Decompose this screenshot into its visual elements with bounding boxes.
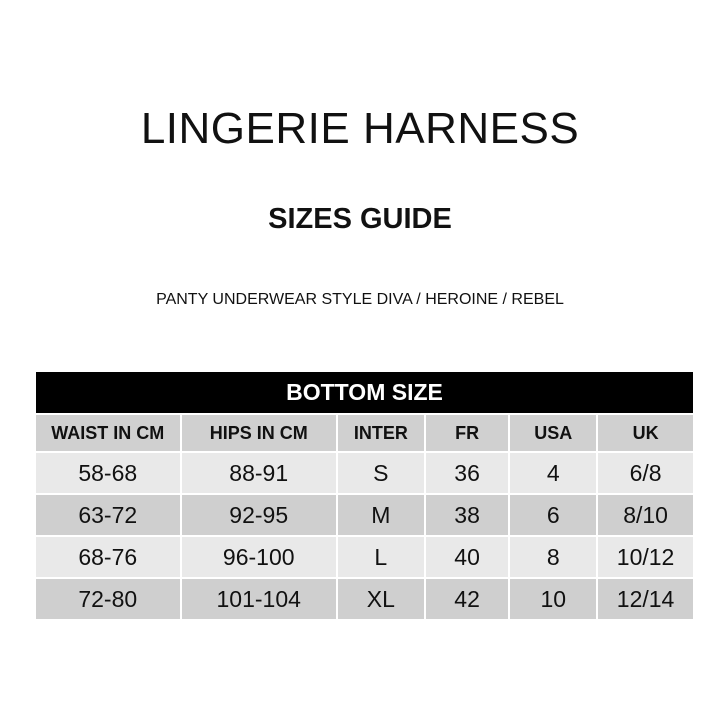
table-cell: 101-104 [179,577,338,621]
table-cell: 10 [508,577,599,621]
table-cell: 96-100 [179,535,338,579]
table-cell: 88-91 [179,451,338,495]
table-cell: 8 [508,535,599,579]
product-description: PANTY UNDERWEAR STYLE DIVA / HEROINE / R… [156,291,564,308]
table-cell: 42 [423,577,511,621]
table-cell: 36 [423,451,511,495]
table-cell: 40 [423,535,511,579]
table-row: 72-80 101-104 XL 42 10 12/14 [34,577,695,621]
table-row: 58-68 88-91 S 36 4 6/8 [34,451,695,495]
table-cell: M [335,493,426,537]
table-cell: 38 [423,493,511,537]
table-cell: 6/8 [596,451,695,495]
page-subtitle: SIZES GUIDE [268,203,452,235]
table-banner: BOTTOM SIZE [34,370,695,415]
table-cell: 92-95 [179,493,338,537]
table-cell: 12/14 [596,577,695,621]
table-cell: 8/10 [596,493,695,537]
page-title: LINGERIE HARNESS [140,104,580,153]
table-cell: 4 [508,451,599,495]
table-cell: 72-80 [34,577,182,621]
column-header: UK [596,413,695,453]
table-cell: 10/12 [596,535,695,579]
table-cell: 63-72 [34,493,182,537]
table-row: 68-76 96-100 L 40 8 10/12 [34,535,695,579]
column-header: HIPS IN CM [179,413,338,453]
size-table: BOTTOM SIZE WAIST IN CM HIPS IN CM INTER… [34,370,695,621]
table-row: 63-72 92-95 M 38 6 8/10 [34,493,695,537]
table-cell: S [335,451,426,495]
column-header: INTER [335,413,426,453]
table-cell: 58-68 [34,451,182,495]
column-header: FR [423,413,511,453]
column-header: WAIST IN CM [34,413,182,453]
header-row: WAIST IN CM HIPS IN CM INTER FR USA UK [34,413,695,453]
table-cell: XL [335,577,426,621]
column-header: USA [508,413,599,453]
table-cell: 6 [508,493,599,537]
table-cell: L [335,535,426,579]
table-cell: 68-76 [34,535,182,579]
